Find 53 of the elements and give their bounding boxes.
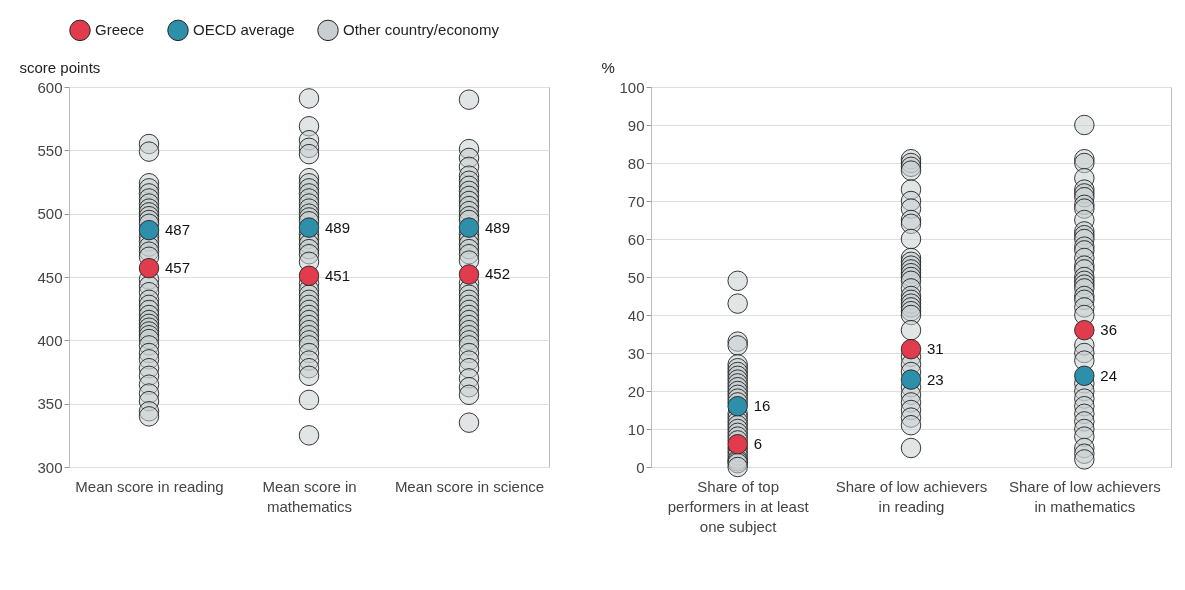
x-tick-label: Share of top performers in at least one subject [667,477,810,535]
data-label: 457 [165,259,191,277]
x-tick-label: Share of low achievers in mathematics [1008,477,1161,515]
y-tick-label: 300 [37,458,63,476]
data-label: 6 [753,435,763,453]
data-label: 31 [927,340,944,358]
point [138,257,160,279]
point [900,339,922,360]
data-label: 451 [325,266,351,284]
point [1074,365,1095,386]
point [298,217,320,238]
y-tick-label: 60 [627,230,645,248]
data-label: 24 [1100,366,1118,384]
y-tick-label: 600 [37,78,63,96]
data-label: 487 [165,221,191,239]
x-tick-label: Mean score in reading [75,477,224,495]
x-tick-label: Mean score in mathematics [262,477,357,515]
y-tick-label: 400 [37,331,63,349]
y-tick-label: 20 [627,382,645,400]
y-axis-title: score points [19,58,101,76]
legend-label: Greece [95,21,145,39]
x-tick-label: Share of low achievers in reading [835,477,988,515]
y-tick-label: 350 [37,395,63,413]
y-tick-label: 40 [627,306,645,324]
y-tick-label: 70 [627,192,645,210]
point [298,265,320,286]
y-tick-label: 0 [636,458,645,476]
data-label: 23 [927,370,944,388]
y-tick-label: 30 [627,344,645,362]
y-tick-label: 50 [627,268,645,286]
y-tick-label: 80 [627,154,645,172]
y-tick-label: 550 [37,141,63,159]
y-tick-label: 10 [627,420,645,438]
point [1074,320,1095,341]
point [727,396,748,417]
y-tick-label: 100 [619,78,645,96]
y-tick-label: 450 [37,268,63,286]
y-tick-label: 500 [37,205,63,223]
legend-label: OECD average [193,21,295,39]
point [138,219,160,241]
point [458,217,480,238]
data-label: 452 [485,265,511,283]
data-label: 16 [753,397,771,415]
x-tick-label: Mean score in science [394,477,545,495]
data-label: 489 [485,218,511,236]
y-axis-title: % [601,58,615,76]
point [727,434,748,455]
point [900,369,922,390]
data-label: 36 [1100,321,1118,339]
point [458,264,480,285]
data-label: 489 [325,218,351,236]
legend-label: Other country/economy [343,21,500,39]
y-tick-label: 90 [627,116,645,134]
